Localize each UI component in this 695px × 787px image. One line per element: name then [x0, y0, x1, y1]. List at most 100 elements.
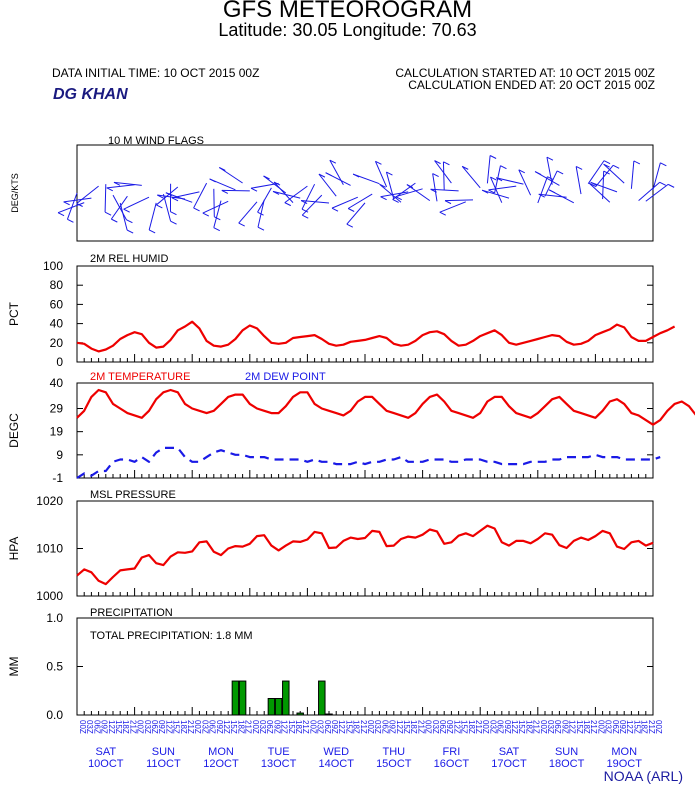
x-hour-label: 15Z [287, 720, 296, 734]
x-hour-label: 09Z [503, 720, 512, 734]
wind-barb-flag [219, 167, 226, 171]
wind-barb [347, 193, 373, 209]
wind-barb-flag [157, 194, 164, 199]
wind-barb-flag [406, 184, 414, 189]
precip-bar [282, 680, 290, 716]
wind-barb [652, 162, 661, 190]
wind-barb-flag [575, 166, 583, 170]
day-label: WED [323, 746, 349, 758]
x-hour-label: 18Z [640, 720, 649, 734]
wind-barb-flag [380, 196, 387, 201]
x-hour-label: 03Z [488, 720, 497, 734]
x-hour-label: 12Z [280, 720, 289, 734]
date-label: 16OCT [434, 758, 470, 770]
wind-barb [430, 188, 459, 192]
wind-barb-flag [329, 159, 337, 164]
wind-barb-flag [257, 211, 264, 216]
wind-barb-flag [481, 189, 489, 194]
series-line [76, 388, 695, 426]
wind-barb-flag [489, 155, 497, 159]
wind-barb [544, 170, 558, 197]
wind-barb [301, 183, 316, 210]
x-hour-label: 03Z [200, 720, 209, 734]
wind-barb [496, 177, 524, 185]
wind-barb [272, 190, 301, 199]
wind-barb-flag [603, 170, 610, 175]
x-hour-label: 15Z [114, 720, 123, 734]
day-label: MON [611, 746, 637, 758]
x-hour-label: 06Z [208, 720, 217, 734]
wind-barb [587, 160, 605, 184]
wind-barb-flag [221, 189, 229, 194]
wind-barb-flag [488, 189, 495, 194]
wind-barb-flag [379, 183, 386, 188]
x-hour-label: 15Z [229, 720, 238, 734]
x-hour-label: 18Z [582, 720, 591, 734]
wind-barb [374, 161, 388, 188]
wind-barb-flag [284, 202, 292, 207]
date-label: 13OCT [261, 758, 297, 770]
wind-barb-flag [106, 187, 113, 192]
x-hour-label: 12Z [107, 720, 116, 734]
date-label: 10OCT [88, 758, 124, 770]
x-hour-label: 18Z [467, 720, 476, 734]
x-hour-label: 12Z [337, 720, 346, 734]
wind-barb-flag [347, 208, 355, 212]
x-hour-label: 12Z [452, 720, 461, 734]
panel-title: PRECIPITATION [90, 607, 173, 619]
wind-barb [63, 197, 92, 203]
wind-barb [76, 185, 99, 204]
wind-barb-flag [386, 171, 393, 176]
series-line [76, 524, 654, 586]
wind-barb [379, 183, 402, 203]
x-hour-label: 09Z [215, 720, 224, 734]
x-hour-label: 03Z [373, 720, 382, 734]
legend-temperature: 2M TEMPERATURE [90, 371, 190, 383]
y-tick-label: 60 [50, 297, 64, 311]
wind-barb-flag [534, 171, 542, 175]
wind-barb [380, 191, 409, 198]
legend-dew-point: 2M DEW POINT [245, 371, 326, 383]
x-hour-label: 18Z [524, 720, 533, 734]
wind-barb-flag [214, 216, 221, 221]
wind-barb-flag [667, 183, 675, 188]
wind-barb [301, 194, 323, 216]
x-hour-label: 00Z [78, 720, 87, 734]
x-hour-label: 21Z [359, 720, 368, 734]
wind-barb-flag [263, 175, 270, 180]
precip-bar [238, 680, 247, 716]
x-hour-label: 18Z [352, 720, 361, 734]
x-hour-label: 18Z [236, 720, 245, 734]
y-tick-label: 29 [50, 401, 64, 415]
calculation-ended: CALCULATION ENDED AT: 20 OCT 2015 00Z [408, 78, 655, 92]
wind-barb-flag [76, 203, 83, 207]
wind-barb-flag [170, 220, 177, 225]
x-hour-label: 09Z [330, 720, 339, 734]
wind-barb [461, 166, 481, 189]
wind-barb [238, 201, 258, 224]
wind-barb [603, 163, 625, 184]
y-tick-label: 40 [50, 317, 64, 331]
y-tick-label: 1.0 [46, 611, 63, 625]
wind-barb [318, 173, 337, 197]
x-hour-label: 00Z [481, 720, 490, 734]
x-hour-label: 06Z [150, 720, 159, 734]
wind-barb [113, 181, 142, 186]
wind-barb [66, 192, 78, 220]
wind-barb [482, 189, 510, 199]
wind-barb-flag [273, 181, 281, 186]
calculation-started: CALCULATION STARTED AT: 10 OCT 2015 00Z [395, 66, 655, 80]
x-hour-label: 03Z [431, 720, 440, 734]
wind-barb [590, 181, 618, 193]
y-tick-label: 9 [56, 448, 63, 462]
wind-barb-flag [432, 173, 439, 178]
wind-barb-flag [547, 176, 554, 181]
wind-barb [638, 181, 661, 202]
x-hour-label: 12Z [222, 720, 231, 734]
y-tick-label: 0.5 [46, 660, 63, 674]
wind-barb-flag [171, 197, 179, 202]
coordinates: Latitude: 30.05 Longitude: 70.63 [218, 20, 477, 40]
wind-barb-flag [395, 196, 402, 201]
wind-barb-flag [659, 181, 666, 186]
